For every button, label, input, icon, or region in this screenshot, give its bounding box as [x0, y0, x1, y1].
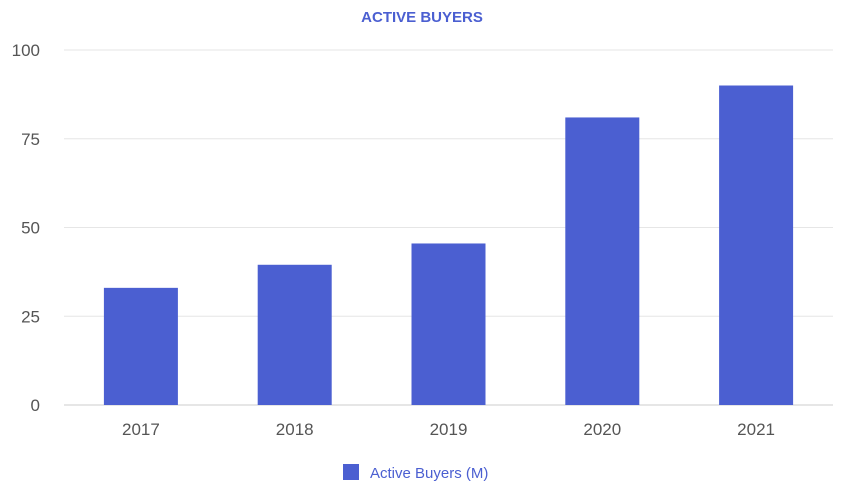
y-tick-label: 25 — [21, 307, 40, 326]
bar-2020[interactable] — [565, 117, 640, 405]
y-tick-label: 50 — [21, 219, 40, 238]
bar-2019[interactable] — [411, 243, 486, 405]
bar-2017[interactable] — [103, 287, 178, 405]
legend: Active Buyers (M) — [343, 464, 488, 482]
x-tick-label: 2018 — [276, 420, 314, 439]
x-tick-label: 2017 — [122, 420, 160, 439]
y-tick-label: 0 — [31, 396, 40, 415]
x-tick-label: 2021 — [737, 420, 775, 439]
x-tick-label: 2019 — [430, 420, 468, 439]
x-axis-ticks: 2017 2018 2019 2020 2021 — [122, 420, 775, 439]
y-tick-label: 75 — [21, 130, 40, 149]
bar-2021[interactable] — [719, 85, 794, 406]
bars — [103, 85, 794, 406]
grid-lines — [64, 49, 833, 406]
chart-title: ACTIVE BUYERS — [361, 9, 483, 26]
x-tick-label: 2020 — [583, 420, 621, 439]
bar-2018[interactable] — [257, 264, 332, 405]
legend-swatch — [343, 464, 359, 480]
y-axis-ticks: 0 25 50 75 100 — [12, 41, 40, 415]
legend-label: Active Buyers (M) — [370, 465, 488, 482]
y-tick-label: 100 — [12, 41, 40, 60]
